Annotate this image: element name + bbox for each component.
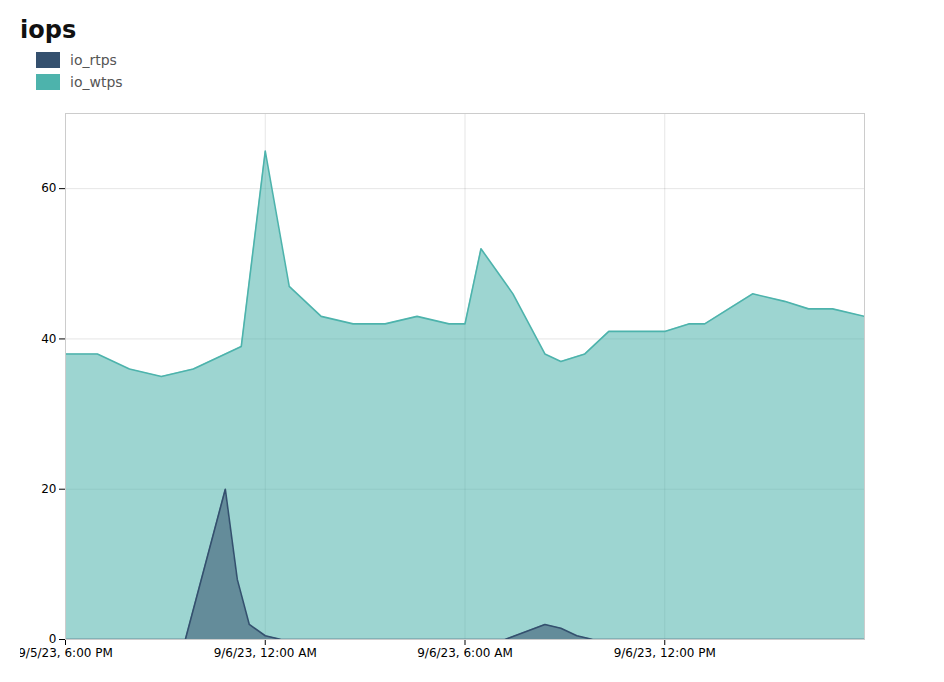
html-text:io_rtps: io_rtps [70,52,117,68]
svg-text:0: 0 [49,632,57,646]
svg-text:40: 40 [41,332,56,346]
svg-text:9/6/23, 12:00 PM: 9/6/23, 12:00 PM [614,646,716,660]
svg-text:60: 60 [41,181,56,195]
svg-text:9/5/23, 6:00 PM: 9/5/23, 6:00 PM [20,646,113,660]
html-text:iops: iops [20,16,77,44]
html-text:io_wtps: io_wtps [70,74,123,90]
svg-text:20: 20 [41,482,56,496]
svg-text:9/6/23, 6:00 AM: 9/6/23, 6:00 AM [417,646,513,660]
svg-text:9/6/23, 12:00 AM: 9/6/23, 12:00 AM [214,646,317,660]
